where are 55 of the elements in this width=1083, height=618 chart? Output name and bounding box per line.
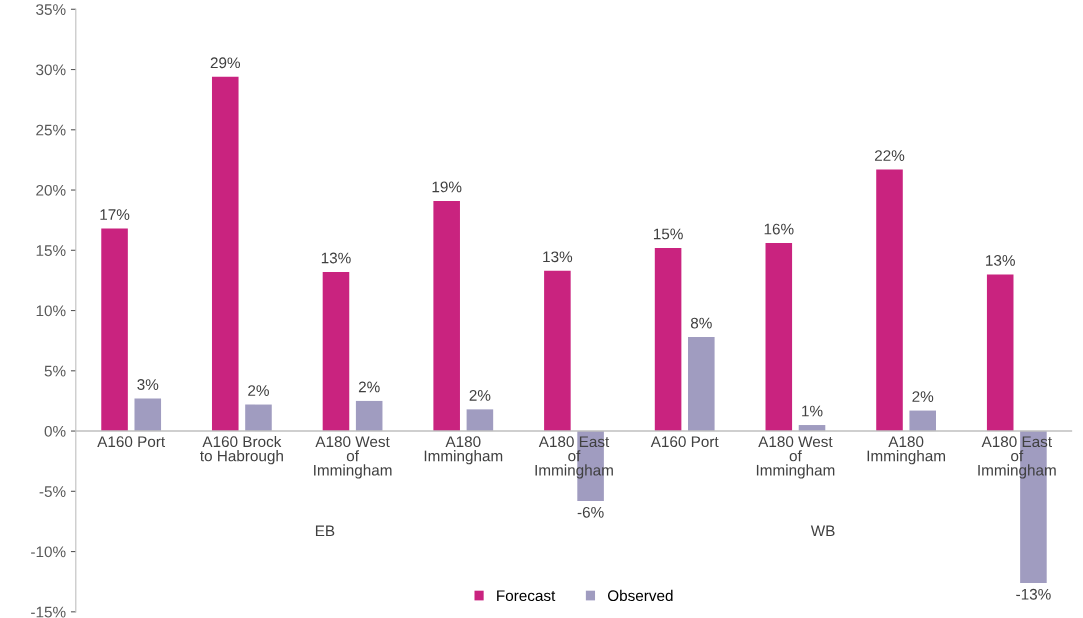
bar (245, 404, 272, 432)
x-tick-label: A180 West of Immingham (314, 436, 392, 479)
bar (909, 410, 936, 432)
bar (544, 270, 571, 432)
data-label: 29% (210, 57, 241, 69)
x-tick-label: A180 West of Immingham (756, 436, 835, 479)
data-label: 2% (912, 391, 934, 402)
annotation: EB (315, 525, 335, 537)
data-label: 17% (100, 209, 130, 220)
y-tick-label: 5% (44, 365, 66, 377)
bar (433, 200, 460, 432)
x-tick-label: A180 Immingham (424, 436, 503, 465)
y-tick-label: 25% (36, 124, 66, 136)
bar (466, 409, 494, 432)
bar (688, 337, 715, 432)
data-label: 3% (137, 379, 159, 390)
x-tick-label: A160 Port (97, 436, 166, 448)
bar (322, 271, 350, 432)
y-tick-label: 15% (36, 245, 66, 256)
y-tick-label: 0% (44, 425, 66, 437)
bar (876, 169, 903, 432)
data-label: 15% (653, 228, 683, 240)
x-tick-label: A160 Port (650, 436, 719, 448)
data-label: -6% (577, 506, 604, 518)
data-label: 2% (358, 381, 380, 393)
legend-label: Observed (607, 589, 673, 602)
x-tick-label: A160 Brock to Habrough (200, 435, 283, 465)
bar (765, 243, 793, 432)
y-tick-label: 30% (36, 64, 66, 76)
data-label: 13% (986, 255, 1015, 266)
y-tick-label: 10% (36, 305, 66, 317)
data-label: 8% (690, 317, 712, 329)
data-label: -13% (1016, 588, 1051, 600)
data-label: 2% (248, 385, 269, 396)
data-label: 1% (802, 405, 823, 417)
bar (355, 400, 383, 432)
data-label: 22% (874, 150, 905, 161)
y-tick-label: 35% (36, 4, 66, 15)
y-tick-label: -10% (31, 546, 66, 558)
bar (211, 76, 239, 432)
data-label: 16% (764, 223, 794, 235)
annotation: WB (810, 525, 835, 537)
y-tick-label: -15% (31, 606, 66, 618)
data-label: 19% (432, 181, 462, 193)
y-tick-label: -5% (39, 486, 66, 497)
bar (654, 247, 682, 432)
data-label: 2% (469, 389, 491, 401)
legend-label: Forecast (497, 590, 556, 602)
x-tick-label: A180 Immingham (867, 436, 946, 465)
data-label: 13% (543, 251, 573, 263)
bar (101, 228, 128, 432)
bar (986, 274, 1014, 432)
bar (134, 398, 162, 432)
data-label: 13% (321, 252, 351, 264)
y-tick-label: 20% (36, 184, 66, 196)
